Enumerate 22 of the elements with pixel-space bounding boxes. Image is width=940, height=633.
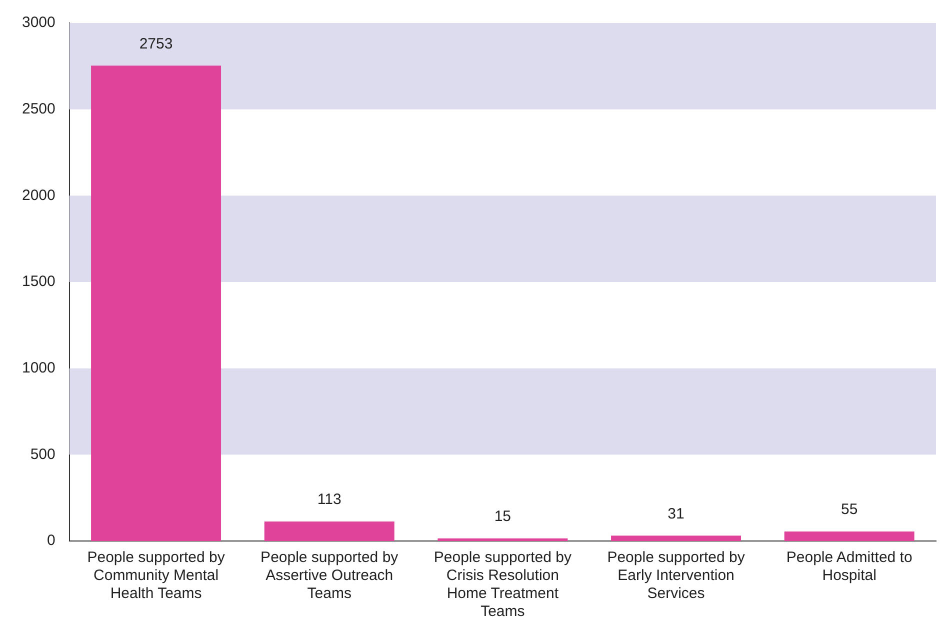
- y-tick-label: 0: [47, 532, 56, 550]
- y-tick-label: 500: [30, 446, 56, 463]
- x-tick-label: People supported by Community Mental Health Teams: [87, 549, 226, 602]
- bar: [91, 66, 222, 541]
- data-label: 55: [840, 501, 858, 518]
- data-label: 2753: [139, 35, 173, 52]
- y-tick-label: 1000: [22, 359, 56, 376]
- y-tick-label: 3000: [22, 14, 56, 32]
- data-label: 15: [494, 508, 512, 526]
- x-tick-label: People supported by Assertive Outreach Teams: [260, 549, 399, 602]
- bar: [611, 536, 742, 541]
- bar: [264, 521, 394, 541]
- x-tick-label: People Admitted to Hospital: [786, 549, 912, 584]
- bar: [438, 538, 568, 541]
- y-tick-label: 2500: [22, 100, 56, 118]
- data-label: 31: [668, 505, 684, 522]
- x-tick-label: People supported by Early Intervention Services: [607, 549, 746, 602]
- x-tick-label: People supported by Crisis Resolution Home Treatment Teams: [434, 549, 572, 620]
- y-tick-label: 1500: [22, 273, 56, 290]
- data-label: 113: [317, 491, 342, 508]
- bar: [784, 532, 914, 541]
- y-tick-label: 2000: [22, 186, 56, 204]
